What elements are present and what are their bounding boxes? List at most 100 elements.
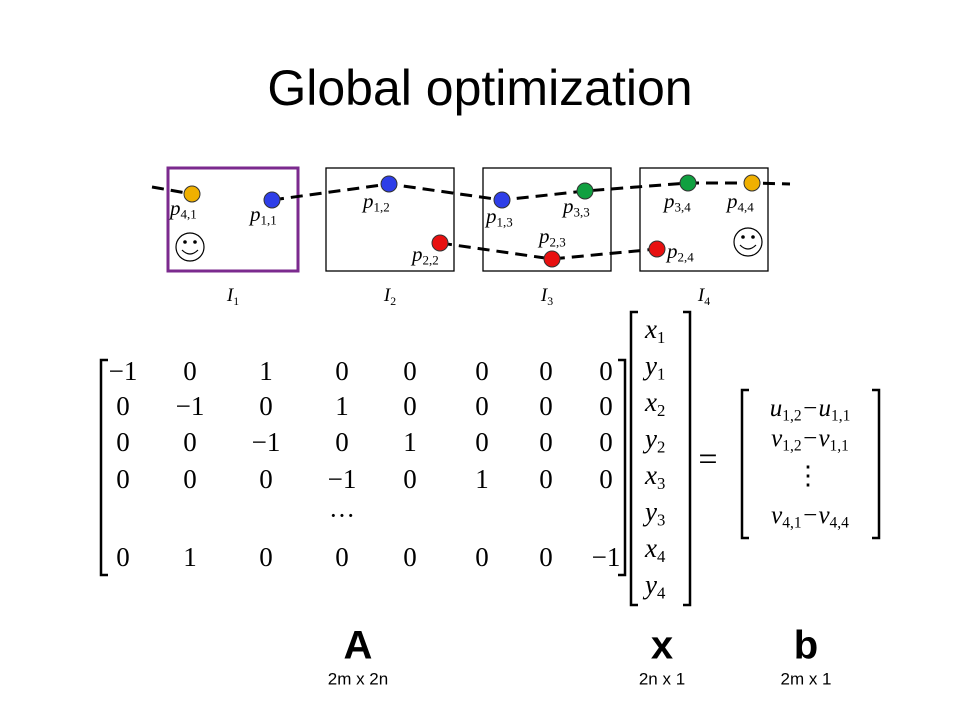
matrix-size: 2m x 1 (780, 669, 831, 688)
bracket (740, 388, 749, 540)
matrix-entry: 1 (475, 464, 489, 494)
bracket (872, 388, 881, 540)
matrix-entry: 0 (116, 464, 130, 494)
vector-entry: y1​ (642, 351, 665, 383)
vector-entry: y4​ (642, 570, 666, 602)
symbol: p (665, 239, 678, 263)
symbol: y (642, 497, 657, 527)
symbol: p (725, 189, 738, 213)
matrix-entry: 0 (539, 391, 553, 421)
symbol: u (818, 395, 831, 422)
matrix-entry: 0 (599, 356, 613, 386)
vector-entry: y3​ (642, 497, 665, 529)
matrix-entry: 1 (403, 427, 417, 457)
matrix-entry: 0 (539, 356, 553, 386)
bracket (683, 310, 692, 607)
point-label: p1,2​ (361, 189, 390, 214)
point (263, 191, 281, 209)
symbol: I (226, 285, 235, 306)
vector-entry: v1,2​−v1,1​ (771, 425, 849, 454)
point-label: p4,4​ (725, 189, 754, 214)
frame-box (482, 167, 612, 272)
symbol: y (642, 570, 657, 600)
subscript: 1,2 (782, 437, 801, 454)
subscript: 1,3 (497, 214, 513, 229)
bracket (99, 358, 108, 577)
symbol: − (802, 395, 819, 422)
point-label: p1,1​ (248, 202, 277, 227)
subscript: 1,1 (261, 212, 277, 227)
subscript: 4,1 (181, 206, 197, 221)
subscript: 4,4 (830, 514, 850, 531)
matrix-entry: 0 (475, 542, 489, 572)
matrix-entry: −1 (592, 542, 621, 572)
point (576, 182, 594, 200)
subscript: 1 (657, 364, 665, 383)
vector-entry: x1​ (644, 314, 665, 346)
subscript: 3 (547, 294, 553, 307)
symbol: y (642, 424, 657, 454)
matrix-entry: −1 (176, 391, 205, 421)
matrix-entry: −1 (109, 356, 138, 386)
point (743, 174, 761, 192)
point (648, 240, 666, 258)
symbol: u (770, 395, 783, 422)
symbol: v (818, 502, 830, 529)
matrix-entry: 0 (259, 464, 273, 494)
subscript: 3 (657, 510, 665, 529)
frame-box (639, 167, 769, 272)
bracket (618, 358, 627, 577)
symbol: x (644, 533, 657, 563)
matrix-entry: 0 (403, 356, 417, 386)
subscript: 2,4 (678, 249, 695, 264)
vector-entry: x4​ (644, 533, 666, 565)
symbol: p (662, 189, 675, 213)
matrix-entry: 1 (183, 542, 197, 572)
matrix-entry: 0 (403, 464, 417, 494)
subscript: 4 (704, 294, 710, 307)
frame-box (166, 166, 300, 273)
matrix-entry: 0 (259, 391, 273, 421)
vector-ellipsis: ⋮ (795, 461, 821, 490)
matrix-entry: 0 (539, 542, 553, 572)
symbol: p (561, 194, 574, 218)
matrix-name: b (794, 624, 818, 668)
symbol: p (168, 196, 181, 220)
matrix-entry: 0 (599, 391, 613, 421)
vector-entry: x3​ (644, 460, 665, 492)
point-label: p4,1​ (168, 196, 197, 221)
subscript: 2 (390, 294, 396, 307)
point-label: p1,3​ (484, 204, 513, 229)
subscript: 3,3 (574, 204, 590, 219)
matrix-entry: −1 (252, 427, 281, 457)
matrix-entry: 0 (599, 427, 613, 457)
matrix-entry: 0 (403, 391, 417, 421)
matrix-entry: 0 (335, 356, 349, 386)
matrix-entry: 0 (475, 391, 489, 421)
matrix-size: 2m x 2n (328, 669, 388, 688)
symbol: I (540, 285, 549, 306)
subscript: 2 (657, 437, 665, 456)
frame-box (325, 167, 455, 272)
subscript: 3,4 (675, 199, 692, 214)
symbol: v (771, 502, 783, 529)
subscript: 1,2 (782, 407, 801, 424)
brackets (99, 310, 881, 607)
matrix-entry: 0 (539, 427, 553, 457)
point-markers (183, 174, 761, 268)
point (493, 191, 511, 209)
track (151, 185, 193, 196)
symbol: p (248, 202, 261, 226)
subscript: 1,1 (830, 437, 849, 454)
matrix-entry: 1 (259, 356, 273, 386)
subscript: 1 (657, 328, 665, 347)
smiley (733, 227, 763, 257)
symbol: I (697, 285, 706, 306)
smileys (175, 227, 763, 262)
symbol: x (644, 387, 657, 417)
symbol: p (410, 242, 423, 266)
matrix-entry: 0 (335, 427, 349, 457)
matrix-entry: 0 (183, 356, 197, 386)
matrix-entry: 0 (335, 542, 349, 572)
matrix-entry: 0 (539, 464, 553, 494)
